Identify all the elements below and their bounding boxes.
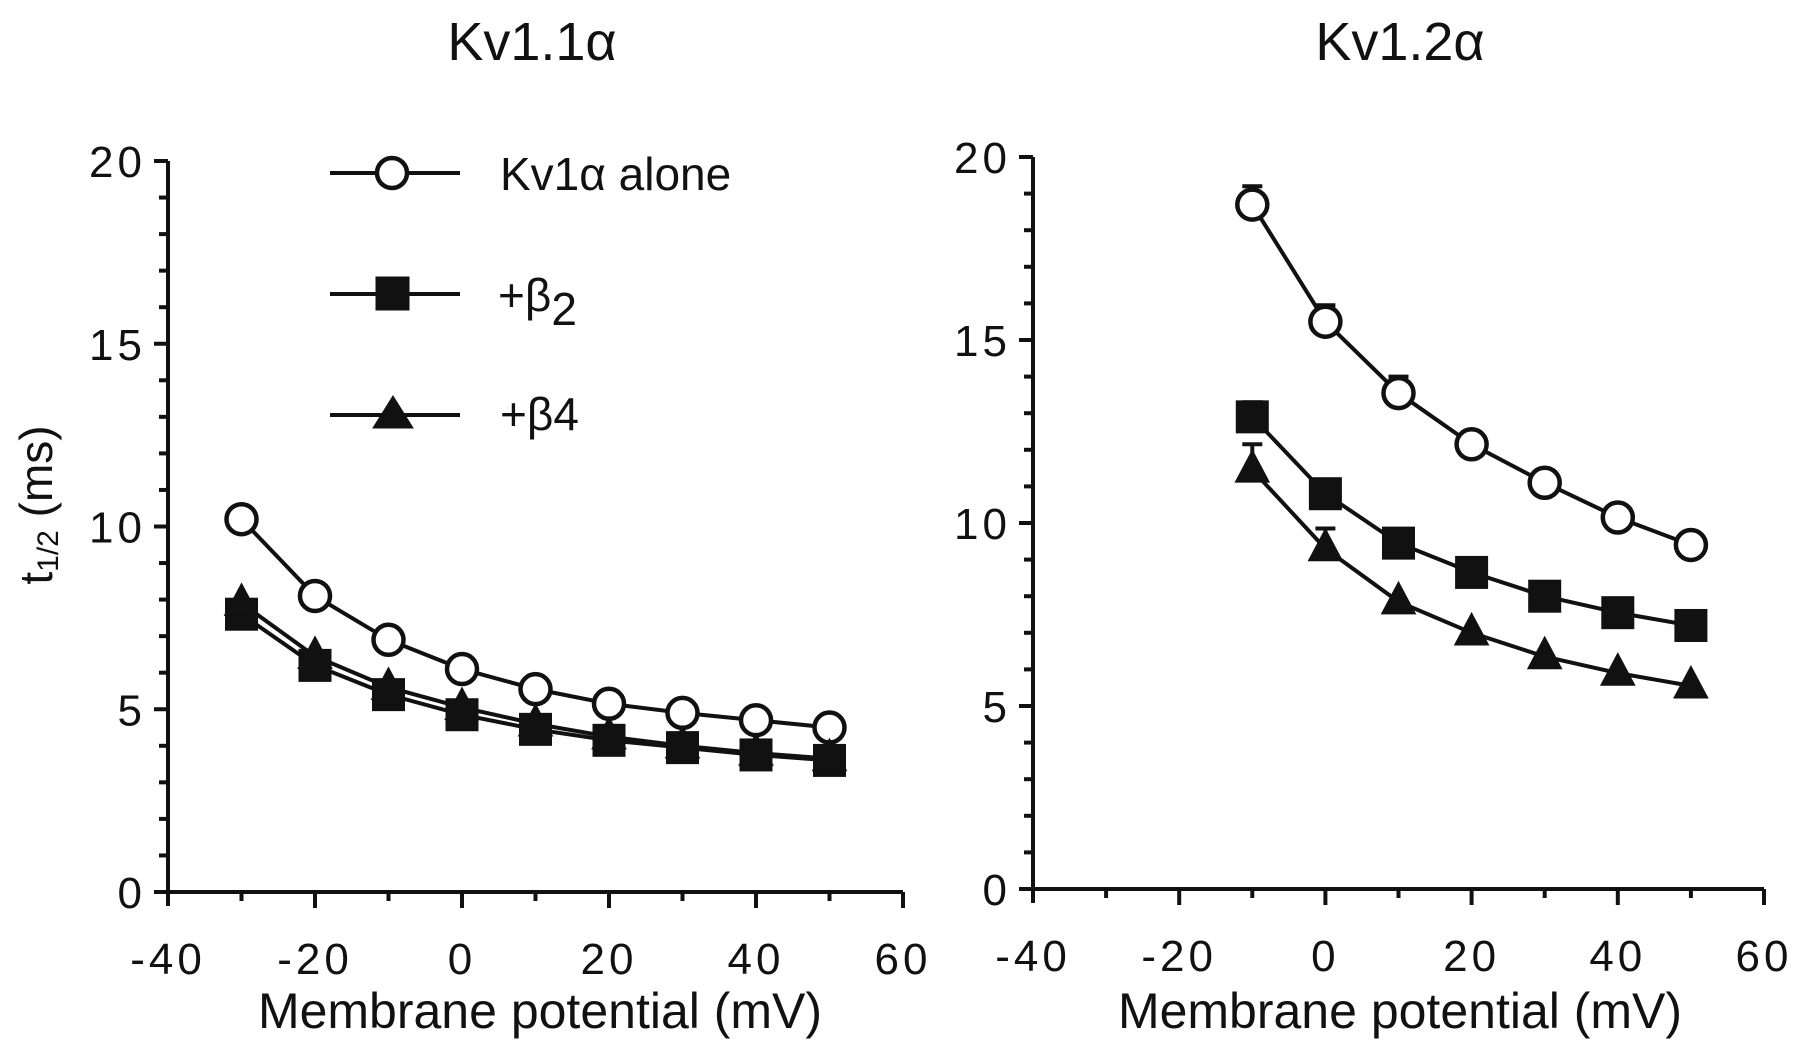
y-axis-label-sub: 1/2 (32, 530, 65, 572)
data-point-beta4 (1307, 527, 1344, 562)
data-point-beta4 (591, 715, 627, 750)
data-point-beta4 (811, 737, 848, 772)
data-point-alone (1673, 527, 1709, 563)
legend-label-beta4: +β4 (500, 388, 579, 440)
data-point-beta4 (1380, 580, 1417, 615)
x-tick-label: 0 (1311, 932, 1339, 981)
filled-square-icon (375, 276, 410, 311)
data-point-alone (1454, 427, 1489, 462)
data-point-alone (1527, 465, 1562, 500)
y-tick-label: 20 (89, 138, 146, 187)
data-point-alone (591, 686, 627, 722)
legend-label-beta2: +β2 (498, 269, 577, 335)
data-point-beta4 (1599, 652, 1636, 686)
data-point-alone (444, 651, 480, 687)
data-point-beta4 (1453, 611, 1490, 646)
x-tick-label: 60 (875, 935, 932, 984)
y-tick-label: 0 (118, 869, 146, 918)
x-tick-label: 20 (1443, 932, 1500, 981)
y-axis-label-unit: (ms) (10, 425, 62, 530)
data-point-alone (1235, 187, 1270, 222)
data-point-alone (738, 702, 774, 738)
data-point-beta4 (1673, 664, 1709, 699)
x-axis-title-left: Membrane potential (mV) (258, 983, 822, 1039)
legend-label-alone: Kv1α alone (500, 148, 731, 200)
y-tick-label: 20 (954, 134, 1011, 183)
open-circle-icon (374, 155, 410, 191)
data-point-beta2 (1528, 579, 1562, 613)
data-point-beta2 (1308, 477, 1342, 511)
x-axis-title-right: Membrane potential (mV) (1118, 983, 1682, 1039)
data-point-beta4 (1234, 449, 1271, 483)
y-axis-label: t1/2 (ms) (10, 425, 65, 584)
x-tick-label: 60 (1736, 932, 1793, 981)
data-point-beta2 (1455, 555, 1489, 589)
data-point-alone (224, 501, 259, 537)
y-tick-label: 10 (954, 500, 1011, 549)
data-point-beta4 (444, 686, 480, 721)
data-point-beta4 (1526, 635, 1563, 670)
x-tick-label: 20 (581, 935, 638, 984)
x-tick-label: -20 (1141, 932, 1217, 981)
data-point-alone (665, 695, 700, 731)
x-tick-label: 40 (1589, 932, 1646, 981)
data-point-alone (1600, 500, 1636, 535)
data-point-beta2 (1674, 608, 1708, 642)
data-point-alone (371, 622, 406, 658)
data-point-alone (1308, 304, 1343, 339)
legend: Kv1α alone +β2 +β4 (330, 148, 731, 440)
data-point-beta2 (1235, 400, 1269, 434)
legend-item-beta2: +β2 (330, 269, 577, 335)
data-point-beta4 (370, 666, 407, 700)
x-tick-label: 40 (728, 935, 785, 984)
panel-title-right: Kv1.2α (1315, 12, 1484, 72)
y-tick-label: 10 (89, 504, 146, 553)
y-tick-label: 5 (118, 686, 146, 735)
data-point-beta2 (1382, 526, 1415, 560)
y-tick-label: 15 (954, 317, 1011, 366)
data-point-beta2 (1601, 596, 1635, 630)
x-tick-label: -40 (995, 932, 1071, 981)
filled-triangle-icon (372, 395, 414, 429)
y-tick-label: 5 (983, 683, 1011, 732)
x-tick-label: 0 (448, 935, 476, 984)
legend-item-alone: Kv1α alone (330, 148, 731, 200)
panel-kv12: 0 5 10 15 20 -40 -20 0 20 40 60 (954, 134, 1793, 981)
data-point-alone (297, 578, 333, 614)
data-point-beta4 (738, 732, 774, 766)
legend-item-beta4: +β4 (330, 388, 579, 440)
data-point-beta4 (223, 582, 260, 616)
x-tick-label: -20 (277, 935, 353, 984)
y-tick-label: 15 (89, 321, 146, 370)
x-tick-label: -40 (130, 935, 206, 984)
data-point-alone (1381, 375, 1416, 411)
data-point-alone (518, 671, 553, 707)
panel-kv11: 0 5 10 15 20 -40 -20 0 20 40 60 (89, 138, 932, 984)
y-axis-label-main: t (10, 572, 62, 585)
data-point-beta4 (297, 635, 333, 669)
svg-text:t1/2 (ms): t1/2 (ms) (10, 425, 65, 584)
data-point-beta4 (517, 702, 554, 737)
panel-title-left: Kv1.1α (447, 12, 616, 72)
y-tick-label: 0 (983, 866, 1011, 915)
data-point-beta4 (664, 724, 701, 759)
